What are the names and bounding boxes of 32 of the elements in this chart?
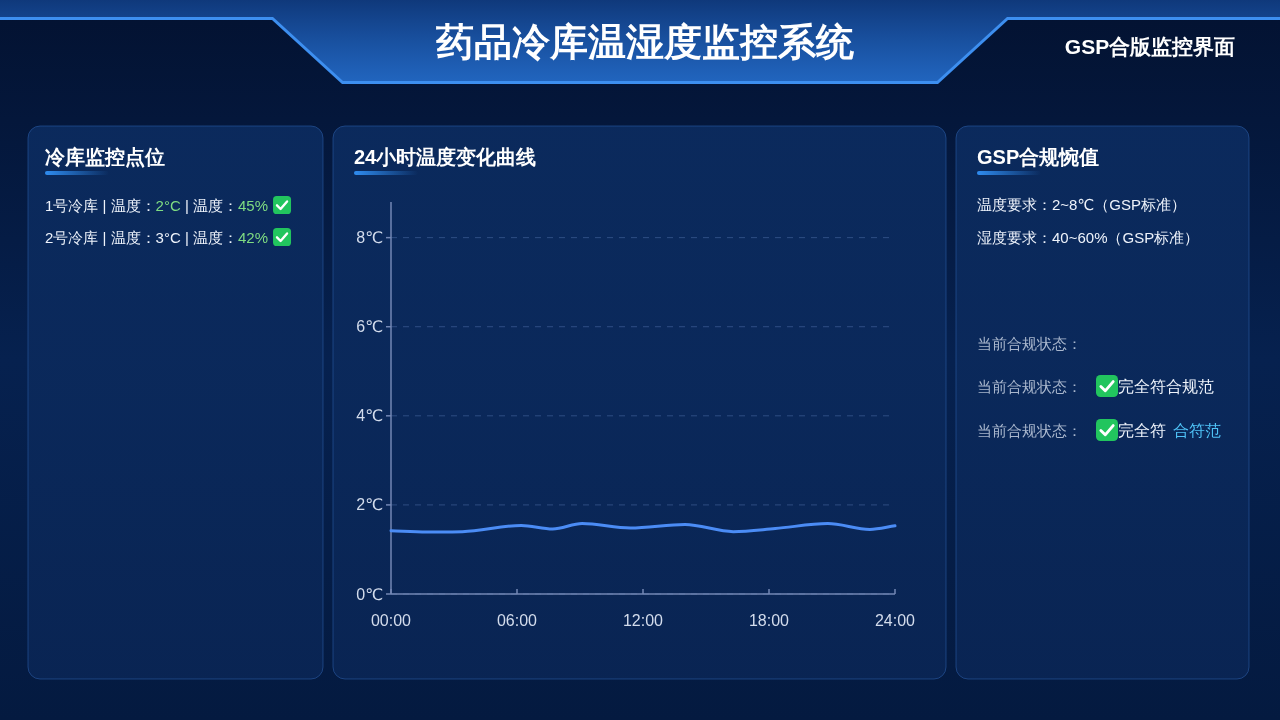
text: 2°C xyxy=(155,196,181,214)
y-tick-label: 6℃ xyxy=(356,318,384,336)
x-tick-label: 24:00 xyxy=(874,611,916,629)
text: 当前合规状态： xyxy=(977,377,1082,395)
line-series xyxy=(389,522,897,534)
x-tick-label: 12:00 xyxy=(622,611,664,629)
text: GSP合规惋值 xyxy=(977,146,1100,168)
text: 当前合规状态： xyxy=(977,334,1082,352)
text: 冷库监控点位 xyxy=(45,146,165,168)
text: 2号冷库 | 温度： xyxy=(45,228,156,246)
text: 3°C xyxy=(155,228,181,246)
y-tick-label: 8℃ xyxy=(356,229,384,247)
x-tick-label: 18:00 xyxy=(748,611,790,629)
y-tick-label: 0℃ xyxy=(356,585,384,603)
text: 42% xyxy=(238,228,269,246)
chart-title: 24小时温度变化曲线 xyxy=(354,146,537,168)
text: 1号冷库 | 温度： xyxy=(45,196,156,214)
text: 药品冷库温湿度监控系统 xyxy=(435,21,854,63)
text: 湿度要求：40~60%（GSP标准） xyxy=(977,228,1200,246)
text: 合符范 xyxy=(1173,421,1221,439)
text: | 温度： xyxy=(180,228,238,246)
text: 完全符合规范 xyxy=(1118,377,1214,395)
text: 45% xyxy=(238,196,269,214)
y-tick-label: 4℃ xyxy=(356,407,384,425)
text: | 温度： xyxy=(180,196,238,214)
x-tick-label: 00:00 xyxy=(370,611,412,629)
text: 完全符 xyxy=(1118,421,1166,439)
x-tick-label: 06:00 xyxy=(496,611,538,629)
text: 当前合规状态： xyxy=(977,421,1082,439)
text: 温度要求：2~8℃（GSP标准） xyxy=(977,195,1186,213)
text: GSP合版监控界面 xyxy=(1064,34,1236,58)
y-tick-label: 2℃ xyxy=(356,496,384,514)
